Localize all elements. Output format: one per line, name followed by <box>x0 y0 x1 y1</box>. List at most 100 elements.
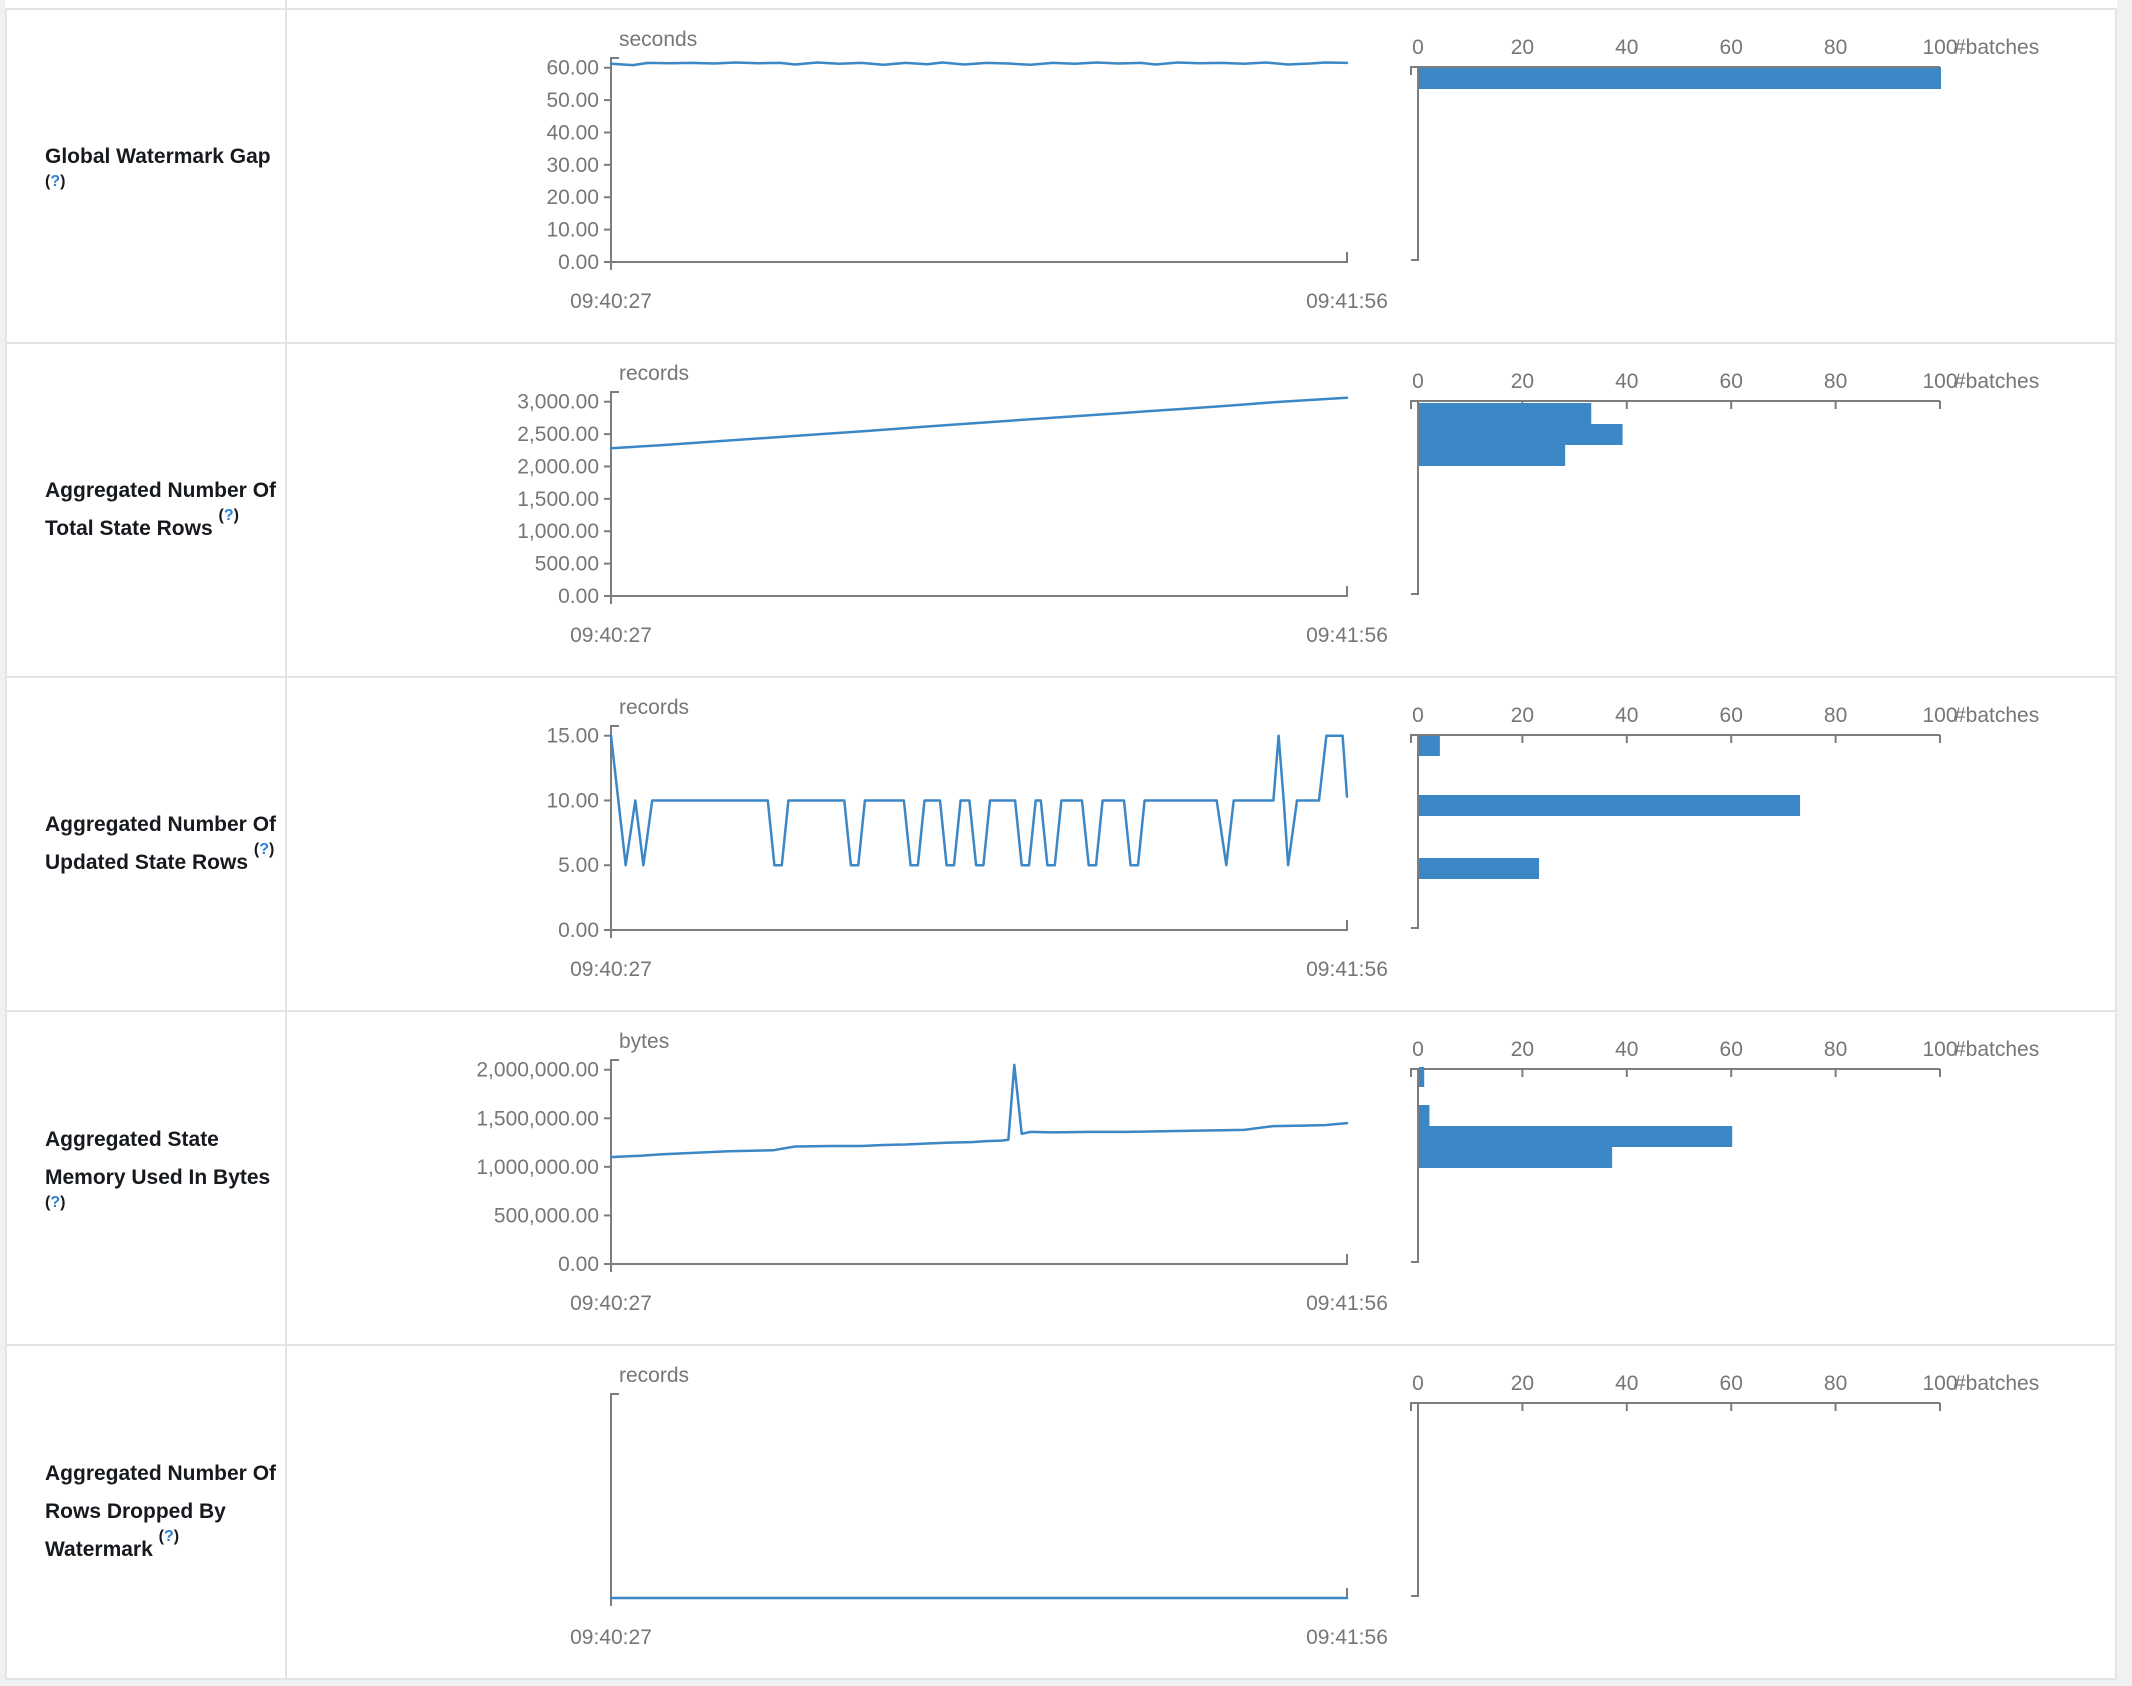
batches-axis-tick-label: 40 <box>1615 704 1638 727</box>
x-axis-tick-label-start: 09:40:27 <box>570 1626 652 1649</box>
timeline-chart-aggregated-state-memory-used-in-bytes: bytes 2,000,000.00 1,500,000.00 1,000,000.0… <box>476 1030 1388 1315</box>
batches-axis-tick-label: 20 <box>1511 1372 1534 1395</box>
timeline-chart-aggregated-number-of-rows-dropped-by-watermark: records 09:40:27 09:41:56 <box>570 1364 1388 1649</box>
y-axis-tick-label: 0.00 <box>558 919 599 942</box>
x-axis-line <box>611 252 1348 263</box>
histogram-chart-aggregated-number-of-total-state-rows: 0 20 40 60 80 100#batches <box>1410 370 2039 595</box>
batches-axis-tick-label: 60 <box>1720 370 1743 393</box>
histogram-top-axis-line <box>1410 734 1940 743</box>
timeline-chart-global-watermark-gap: seconds 60.00 50.00 40.00 30.00 20.00 10.00 0.0… <box>546 28 1387 313</box>
y-axis-line <box>610 391 619 604</box>
batches-axis-tick-label: 60 <box>1720 704 1743 727</box>
y-axis-tick-label: 2,000,000.00 <box>476 1059 599 1082</box>
y-axis-tick-label: 500.00 <box>535 553 599 576</box>
metric-title-text: Aggregated State Memory Used In Bytes <box>45 1128 271 1189</box>
x-axis-tick-label-end: 09:41:56 <box>1306 958 1388 981</box>
batches-axis-tick-label: 100 <box>1922 370 1957 393</box>
x-axis-line <box>611 1254 1348 1265</box>
metric-title: Aggregated State Memory Used In Bytes (?… <box>45 1121 283 1235</box>
histogram-bar <box>1419 1126 1733 1147</box>
y-axis-line <box>610 1059 619 1272</box>
metric-label-cell-aggregated-number-of-updated-state-rows: Aggregated Number Of Updated State Rows … <box>7 678 287 1010</box>
metric-label-cell-aggregated-state-memory-used-in-bytes: Aggregated State Memory Used In Bytes (?… <box>7 1012 287 1344</box>
batches-axis-tick-label: 0 <box>1412 36 1424 59</box>
help-paren-open: ( <box>218 507 224 524</box>
x-axis-line <box>611 1588 1348 1599</box>
metric-title-text: Aggregated Number Of Rows Dropped By Wat… <box>45 1462 277 1561</box>
unit-label: seconds <box>619 28 697 51</box>
histogram-chart-global-watermark-gap: 0 20 40 60 80 100#batches <box>1410 36 2039 261</box>
help-paren-close: ) <box>173 1528 180 1545</box>
x-axis-line <box>611 586 1348 597</box>
y-axis-tick-label: 0.00 <box>558 585 599 608</box>
streaming-metrics-table: Global Watermark Gap (?) seconds 60.00 50.0… <box>5 8 2117 1680</box>
help-paren-open: ( <box>45 173 51 190</box>
y-axis-tick-label: 50.00 <box>546 89 599 112</box>
help-tooltip-icon[interactable]: (?) <box>45 173 65 190</box>
x-axis-line <box>611 920 1348 931</box>
help-paren-open: ( <box>158 1528 164 1545</box>
histogram-top-axis-line <box>1410 1068 1940 1077</box>
histogram-bar <box>1419 1067 1425 1087</box>
metric-label-cell-global-watermark-gap: Global Watermark Gap (?) <box>7 10 287 342</box>
histogram-bar <box>1419 1147 1613 1168</box>
y-axis-tick-label: 2,500.00 <box>517 423 599 446</box>
timeline-chart-aggregated-number-of-updated-state-rows: records 15.00 10.00 5.00 0.00 09:40:27 09:41:5… <box>546 696 1387 981</box>
timeline-series-line <box>609 734 1349 867</box>
y-axis-line <box>610 1393 619 1606</box>
histogram-bar <box>1419 445 1566 466</box>
batches-axis-tick-label: 40 <box>1615 36 1638 59</box>
help-tooltip-icon[interactable]: (?) <box>254 841 274 858</box>
help-question-mark: ? <box>259 841 269 858</box>
metric-title-text: Global Watermark Gap <box>45 145 271 168</box>
histogram-bar <box>1419 68 1941 89</box>
help-tooltip-icon[interactable]: (?) <box>45 1194 65 1211</box>
y-axis-line <box>610 57 619 270</box>
unit-label: records <box>619 1364 689 1387</box>
batches-axis-tick-label: 60 <box>1720 1038 1743 1061</box>
metric-row-aggregated-number-of-total-state-rows: Aggregated Number Of Total State Rows (?… <box>7 344 2115 678</box>
batches-axis-tick-label: 80 <box>1824 370 1847 393</box>
batches-axis-tick-label: 60 <box>1720 1372 1743 1395</box>
help-paren-open: ( <box>45 1194 51 1211</box>
batches-axis-tick-label: 40 <box>1615 370 1638 393</box>
y-axis-tick-label: 10.00 <box>546 789 599 812</box>
metric-row-global-watermark-gap: Global Watermark Gap (?) seconds 60.00 50.0… <box>7 10 2115 344</box>
batches-axis-tick-label: 0 <box>1412 704 1424 727</box>
y-axis-tick-label: 0.00 <box>558 1253 599 1276</box>
batches-axis-tick-label: 60 <box>1720 36 1743 59</box>
histogram-y-axis-line <box>1411 401 1419 595</box>
histogram-y-axis-line <box>1411 1069 1419 1263</box>
x-axis-tick-label-start: 09:40:27 <box>570 624 652 647</box>
help-tooltip-icon[interactable]: (?) <box>218 507 238 524</box>
help-tooltip-icon[interactable]: (?) <box>159 1528 179 1545</box>
batches-axis-tick-label: 0 <box>1412 370 1424 393</box>
help-paren-close: ) <box>60 173 66 190</box>
metric-title: Aggregated Number Of Total State Rows (?… <box>45 472 283 548</box>
histogram-bar <box>1419 403 1592 424</box>
x-axis-tick-label-start: 09:40:27 <box>570 958 652 981</box>
y-axis-tick-label: 1,500,000.00 <box>476 1107 599 1130</box>
y-axis-tick-label: 10.00 <box>546 219 599 242</box>
batches-axis-tick-label: 100 <box>1922 1038 1957 1061</box>
batches-axis-tick-label: 40 <box>1615 1038 1638 1061</box>
histogram-bar <box>1419 858 1540 879</box>
metric-title-text: Aggregated Number Of Total State Rows <box>45 479 277 540</box>
batches-axis-label: #batches <box>1954 704 2039 727</box>
column-divider <box>285 0 287 8</box>
charts-cell: records 09:40:27 09:41:56 0 20 40 60 80 100 #batc… <box>287 1346 2122 1678</box>
help-question-mark: ? <box>50 173 61 190</box>
help-question-mark: ? <box>163 1528 174 1545</box>
x-axis-tick-label-start: 09:40:27 <box>570 290 652 313</box>
table-top-sliver <box>5 0 2117 8</box>
x-axis-tick-label-end: 09:41:56 <box>1306 624 1388 647</box>
charts-cell: records 3,000.00 2,500.00 2,000.00 1,500.00 1… <box>287 344 2122 676</box>
metric-row-aggregated-number-of-rows-dropped-by-watermark: Aggregated Number Of Rows Dropped By Wat… <box>7 1346 2115 1680</box>
charts-cell: seconds 60.00 50.00 40.00 30.00 20.00 10.00 0.0… <box>287 10 2122 342</box>
histogram-chart-aggregated-state-memory-used-in-bytes: 0 20 40 60 80 100#batches <box>1410 1038 2039 1263</box>
y-axis-tick-label: 500,000.00 <box>494 1204 599 1227</box>
help-paren-open: ( <box>253 841 260 858</box>
batches-axis-tick-label: 20 <box>1511 36 1534 59</box>
batches-axis-label: #batches <box>1954 370 2039 393</box>
